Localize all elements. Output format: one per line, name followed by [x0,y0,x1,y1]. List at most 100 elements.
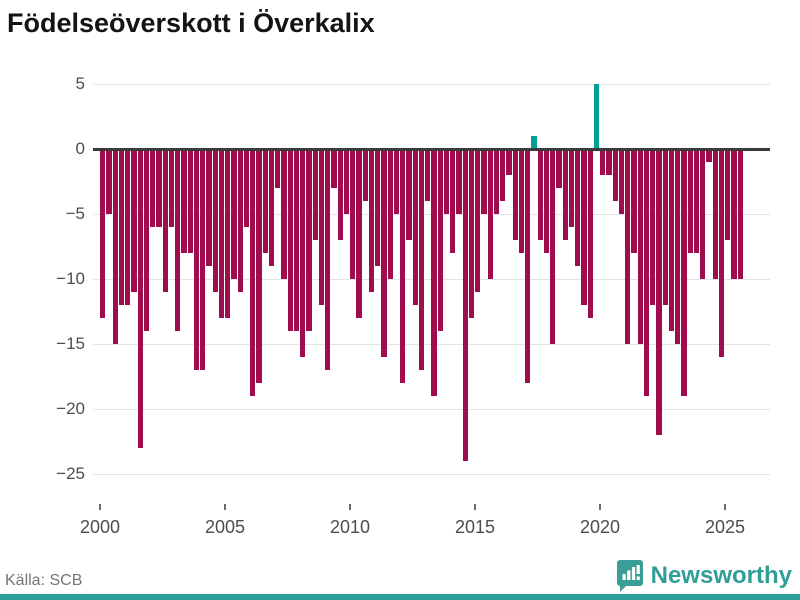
bar-2009-q2 [331,149,337,188]
bar-2020-q2 [606,149,612,175]
bar-2008-q1 [300,149,306,357]
bar-2025-q1 [725,149,731,240]
bar-2005-q1 [225,149,231,318]
bar-2017-q4 [543,149,550,253]
bar-2009-q4 [343,149,350,214]
y-axis-tick-label: −10 [56,269,85,288]
bar-2002-q1 [150,149,156,227]
gridline [93,409,770,410]
bar-2019-q4 [593,84,600,149]
x-axis-tick [599,504,601,510]
bar-2024-q1 [700,149,706,279]
bar-2011-q3 [387,149,393,279]
gridline [93,84,770,85]
bar-2016-q3 [512,149,518,240]
bar-2011-q1 [375,149,381,266]
bar-2001-q2 [131,149,137,292]
bar-2015-q1 [475,149,481,292]
x-axis-tick-label: 2020 [579,517,621,537]
bar-2005-q4 [243,149,250,227]
bar-2016-q4 [518,149,525,253]
x-axis-tick-label: 2010 [329,517,371,537]
bar-2001-q3 [137,149,143,448]
bar-2017-q3 [537,149,543,240]
bar-2008-q2 [306,149,312,331]
gridline [93,474,770,475]
bar-2023-q3 [687,149,693,253]
bar-2009-q1 [325,149,331,370]
y-axis-tick-label: 5 [75,74,85,93]
x-axis-tick [474,504,476,510]
bar-2018-q4 [568,149,575,227]
bar-2012-q4 [418,149,425,370]
bar-2014-q3 [462,149,468,461]
bar-chart-plot-area: 5 0 −5 −10 −15 −20 −25 2000 2005 2010 2015 2020 2025 [56,74,770,537]
bar-2010-q3 [362,149,368,201]
brand-bottom-stripe [0,594,800,600]
bar-2023-q4 [693,149,700,253]
bar-2000-q1 [100,149,106,318]
bar-2010-q1 [350,149,356,279]
newsworthy-brand-name: Newsworthy [650,561,792,589]
bar-2005-q2 [231,149,237,279]
bar-2003-q1 [175,149,181,331]
x-axis-tick [99,504,101,510]
bar-2013-q3 [437,149,443,331]
bar-2017-q2 [531,136,537,149]
newsworthy-logo-icon [616,559,644,592]
x-axis-tick [724,504,726,510]
source-attribution: Källa: SCB [5,572,83,589]
bar-2013-q4 [443,149,450,214]
bar-2005-q3 [237,149,243,292]
bar-2011-q2 [381,149,387,357]
bar-2007-q1 [275,149,281,188]
bar-2004-q1 [200,149,206,370]
bar-2014-q2 [456,149,462,214]
bar-2015-q3 [487,149,493,279]
bar-2010-q2 [356,149,362,318]
bar-2012-q2 [406,149,412,240]
bar-2022-q3 [662,149,668,305]
bar-2002-q3 [162,149,168,292]
y-axis-tick-label: −25 [56,464,85,483]
bar-2006-q3 [262,149,268,253]
bar-2017-q1 [525,149,531,383]
bar-2015-q4 [493,149,500,214]
x-axis-tick-label: 2005 [204,517,246,537]
bar-2018-q2 [556,149,562,188]
bar-2015-q2 [481,149,487,214]
bar-2012-q3 [412,149,418,305]
bar-2000-q3 [112,149,118,344]
bar-2022-q1 [650,149,656,305]
bar-2004-q4 [218,149,225,318]
x-axis-tick [224,504,226,510]
bar-2023-q2 [681,149,687,396]
bar-2020-q4 [618,149,625,214]
bar-2010-q4 [368,149,375,292]
bar-2000-q2 [106,149,112,214]
y-axis-tick-label: −15 [56,334,85,353]
bar-2008-q4 [318,149,325,305]
bar-2022-q4 [668,149,675,331]
bar-2022-q2 [656,149,662,435]
newsworthy-brand[interactable]: Newsworthy [616,559,792,592]
x-axis-tick [349,504,351,510]
bar-2008-q3 [312,149,318,240]
bar-2021-q3 [637,149,643,344]
bar-2006-q4 [268,149,275,266]
bar-2021-q2 [631,149,637,253]
bar-2024-q4 [718,149,725,357]
bar-2003-q3 [187,149,193,253]
bar-2001-q1 [125,149,131,305]
bar-2006-q1 [250,149,256,396]
bar-2019-q2 [581,149,587,305]
bar-2016-q1 [500,149,506,201]
bar-2001-q4 [143,149,150,331]
bar-2021-q4 [643,149,650,396]
zero-axis-line [93,147,770,151]
y-axis-tick-label: −20 [56,399,85,418]
bar-2025-q3 [737,149,743,279]
bar-2016-q2 [506,149,512,175]
bar-2002-q2 [156,149,162,227]
